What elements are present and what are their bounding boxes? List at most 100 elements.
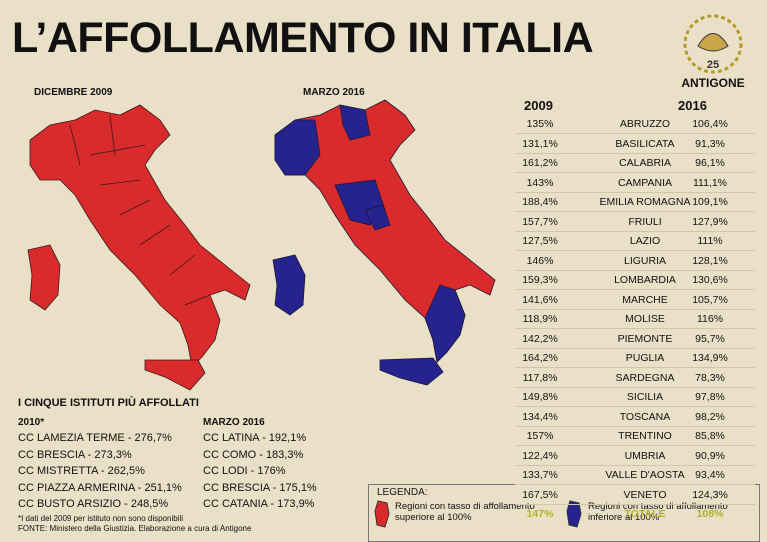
table-cell: FRIULI <box>628 215 662 228</box>
table-cell: 85,8% <box>695 430 725 442</box>
table-cell: UMBRIA <box>624 449 666 462</box>
table-cell: 95,7% <box>695 332 725 345</box>
table-cell: SICILIA <box>626 391 664 403</box>
table-cell: 131,1% <box>522 137 558 150</box>
istituti-heading: 2010* <box>18 417 45 428</box>
istituto: CC PIAZZA ARMERINA - 251,1% <box>18 481 182 494</box>
row-separator <box>515 484 755 485</box>
row-separator <box>515 445 755 446</box>
table-cell: 159,3% <box>522 274 558 286</box>
table-cell: 122,4% <box>522 449 558 462</box>
istituto: CC MISTRETTA - 262,5% <box>18 465 145 477</box>
table-cell: 116% <box>696 313 724 325</box>
table-cell: PUGLIA <box>625 352 665 364</box>
table-cell: 157% <box>526 430 554 442</box>
row-separator <box>515 386 755 388</box>
table-cell: BASILICATA <box>615 137 675 150</box>
table-cell: SARDEGNA <box>615 371 675 384</box>
table-cell: 142,2% <box>522 332 558 345</box>
table-cell: 118,9% <box>522 313 558 325</box>
row-separator <box>515 172 755 173</box>
table-cell: 97,8% <box>695 391 725 403</box>
table-cell: LOMBARDIA <box>614 274 676 286</box>
table-cell: MARCHE <box>622 293 668 306</box>
column-header: 2009 <box>524 98 553 113</box>
table-cell: 164,2% <box>522 352 558 364</box>
istituto: CC COMO - 183,3% <box>203 448 304 461</box>
table-cell: 133,7% <box>522 469 558 481</box>
logo-text: ANTIGONE <box>681 76 744 90</box>
title: L’AFFOLLAMENTO IN ITALIA <box>12 14 594 62</box>
row-separator <box>515 347 755 349</box>
table-cell: PIEMONTE <box>617 332 673 345</box>
total-cell: TOTALE <box>624 508 666 520</box>
table-cell: 127,5% <box>522 235 558 247</box>
row-separator <box>515 464 755 466</box>
table-cell: 78,3% <box>695 371 725 384</box>
table-cell: ABRUZZO <box>619 118 671 130</box>
istituto: CC LAMEZIA TERME - 276,7% <box>18 432 172 444</box>
table-cell: 98,2% <box>695 410 725 423</box>
row-separator <box>515 191 755 193</box>
table-cell: 127,9% <box>692 215 728 228</box>
table-cell: VALLE D'AOSTA <box>605 469 685 481</box>
row-separator <box>515 503 755 505</box>
table-cell: 106,4% <box>692 118 728 130</box>
table-cell: CAMPANIA <box>617 176 673 189</box>
row-separator <box>515 250 755 251</box>
istituto: CC BRESCIA - 175,1% <box>203 481 317 494</box>
table-cell: 149,8% <box>522 391 558 403</box>
total-cell: 108% <box>696 508 724 520</box>
table-cell: 167,5% <box>522 488 558 501</box>
legend-text: Regioni con tasso di affollamento superi… <box>395 501 535 523</box>
table-cell: 134,9% <box>692 352 728 364</box>
row-separator <box>515 425 755 427</box>
column-header: 2016 <box>678 98 707 113</box>
legend-text: Regioni con tasso di affollamento inferi… <box>588 501 728 523</box>
table-cell: TRENTINO <box>618 430 672 442</box>
row-separator <box>515 152 755 154</box>
table-cell: 157,7% <box>522 215 558 228</box>
table-cell: 134,4% <box>522 410 558 423</box>
istituto: CC LATINA - 192,1% <box>203 432 307 444</box>
logo-number: 25 <box>707 59 719 71</box>
total-cell: 147% <box>526 508 554 520</box>
table-cell: 141,6% <box>522 293 558 306</box>
table-cell: 90,9% <box>695 449 725 462</box>
table-cell: 93,4% <box>695 469 725 481</box>
table-cell: TOSCANA <box>619 410 671 423</box>
table-cell: LAZIO <box>629 235 661 247</box>
table-cell: 128,1% <box>692 254 728 267</box>
legend-title: LEGENDA: <box>377 487 428 498</box>
table-cell: 111% <box>697 235 723 247</box>
table-cell: 135% <box>526 118 554 130</box>
table-cell: 96,1% <box>695 157 725 169</box>
table-cell: MOLISE <box>625 313 665 325</box>
row-separator <box>515 406 755 407</box>
istituto: CC CATANIA - 173,9% <box>203 498 315 510</box>
table-cell: 124,3% <box>692 488 728 501</box>
row-separator <box>515 230 755 232</box>
row-separator <box>515 308 755 310</box>
row-separator <box>515 328 755 329</box>
istituti-title: I CINQUE ISTITUTI PIÙ AFFOLLATI <box>18 397 199 409</box>
row-separator <box>515 367 755 368</box>
map-2009 <box>27 104 251 391</box>
maps <box>27 99 496 391</box>
table-cell: 188,4% <box>522 196 558 208</box>
table-cell: 109,1% <box>692 196 728 208</box>
footnote: FONTE: Ministero della Giustizia. Elabor… <box>18 524 252 533</box>
table-cell: 143% <box>526 176 554 189</box>
map-label: MARZO 2016 <box>303 87 365 98</box>
footnote: *I dati del 2009 per istituto non sono d… <box>18 514 183 523</box>
istituto: CC LODI - 176% <box>203 465 286 477</box>
row-separator <box>515 289 755 290</box>
istituto: CC BRESCIA - 273,3% <box>18 448 132 461</box>
table-cell: EMILIA ROMAGNA <box>599 196 691 208</box>
table-cell: CALABRIA <box>619 157 671 169</box>
table-cell: 146% <box>526 254 554 267</box>
table-cell: VENETO <box>623 488 667 501</box>
table-cell: 91,3% <box>695 137 725 150</box>
istituto: CC BUSTO ARSIZIO - 248,5% <box>18 498 169 510</box>
